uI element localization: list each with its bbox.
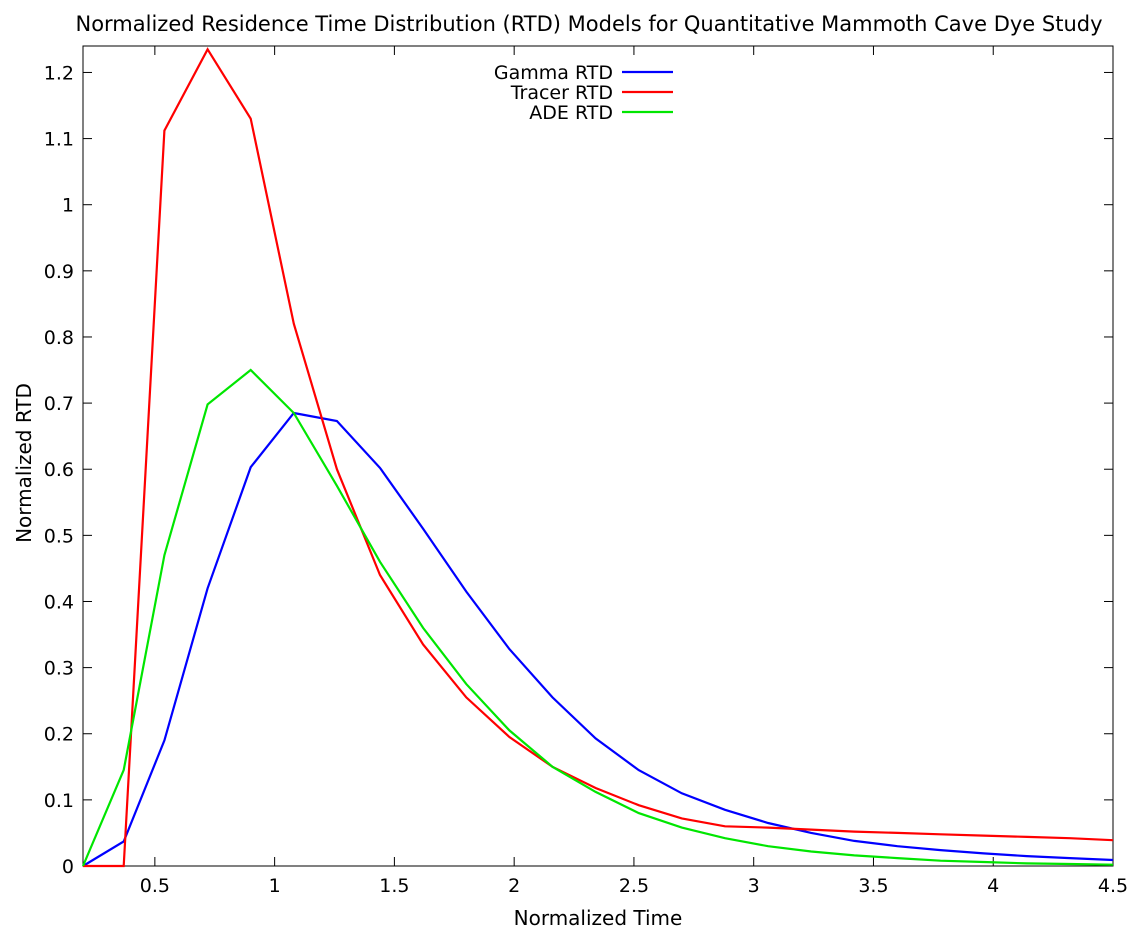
y-axis-label: Normalized RTD xyxy=(12,383,36,543)
legend-label-tracer-rtd: Tracer RTD xyxy=(510,82,613,104)
y-tick-label: 0.1 xyxy=(44,790,74,812)
y-tick-label: 0 xyxy=(62,856,74,878)
x-tick-label: 0.5 xyxy=(140,875,170,897)
y-tick-label: 0.8 xyxy=(44,327,74,349)
y-tick-label: 0.6 xyxy=(44,459,74,481)
x-tick-label: 2.5 xyxy=(619,875,649,897)
series-line-ade-rtd xyxy=(81,368,1114,867)
x-tick-label: 4.5 xyxy=(1098,875,1128,897)
series-line-tracer-rtd xyxy=(83,47,1114,868)
series-lines xyxy=(81,47,1114,868)
axis-ticks: 0.5 1 1.5 2 2.5 3 3.5 4 4.5 0 0.1 0.2 0.3 0.4 0.5 0.6 0.… xyxy=(44,46,1128,897)
legend-label-gamma-rtd: Gamma RTD xyxy=(494,62,613,84)
x-tick-label: 4 xyxy=(987,875,999,897)
y-tick-label: 0.2 xyxy=(44,724,74,746)
y-tick-label: 0.7 xyxy=(44,393,74,415)
x-tick-label: 2 xyxy=(508,875,520,897)
x-tick-label: 1.5 xyxy=(379,875,409,897)
x-tick-label: 3 xyxy=(748,875,760,897)
x-tick-label: 1 xyxy=(269,875,281,897)
y-tick-label: 0.4 xyxy=(44,591,74,613)
x-axis-label: Normalized Time xyxy=(514,906,683,930)
x-tick-label: 3.5 xyxy=(858,875,888,897)
legend-label-ade-rtd: ADE RTD xyxy=(529,102,613,124)
y-tick-label: 0.3 xyxy=(44,658,74,680)
y-tick-label: 1 xyxy=(62,195,74,217)
series-line-gamma-rtd xyxy=(82,411,1114,867)
y-tick-label: 1.1 xyxy=(44,129,74,151)
y-tick-label: 0.5 xyxy=(44,525,74,547)
y-tick-label: 0.9 xyxy=(44,261,74,283)
chart-title: Normalized Residence Time Distribution (… xyxy=(75,12,1102,36)
plot-frame xyxy=(82,45,1114,867)
y-tick-label: 1.2 xyxy=(44,62,74,84)
plot-border xyxy=(82,45,1114,867)
